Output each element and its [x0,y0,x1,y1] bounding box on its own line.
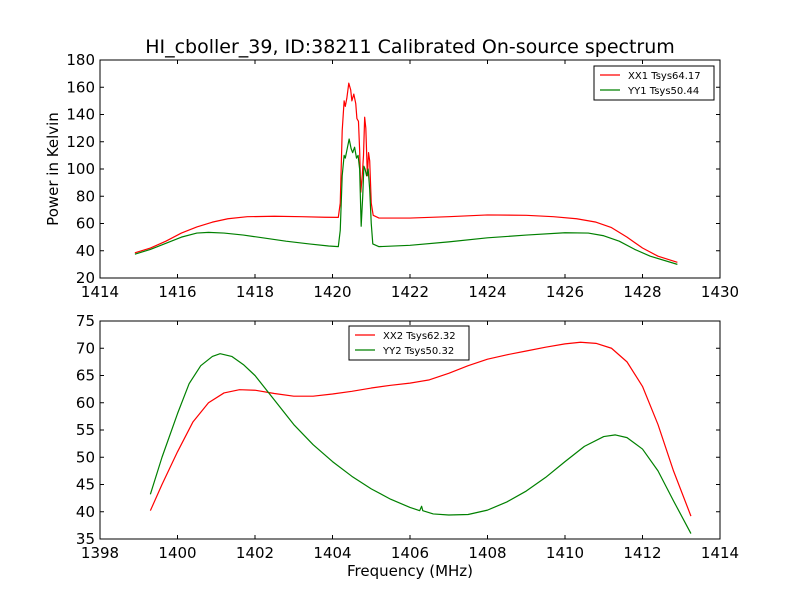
bottom-y-tick-label: 45 [76,476,95,494]
bottom-legend-box [348,325,470,361]
bottom-y-tick-label: 60 [76,394,95,412]
top-plot-x-ticks: 1414 1416 1418 1420 1422 1424 1426 1428 1430 [81,60,739,301]
chart-title: HI_cboller_39, ID:38211 Calibrated On-so… [145,36,675,58]
top-y-tick-label: 160 [66,78,95,96]
top-y-tick-label: 140 [66,106,95,124]
bottom-y-tick-label: 55 [76,421,95,439]
bottom-x-tick-label: 1410 [546,544,584,562]
bottom-y-tick-label: 70 [76,339,95,357]
bottom-x-tick-label: 1400 [158,544,196,562]
top-plot: 1414 1416 1418 1420 1422 1424 1426 1428 1430 20 4… [44,51,739,301]
bottom-x-tick-label: 1408 [468,544,506,562]
top-x-tick-label: 1430 [701,283,739,301]
top-y-tick-label: 60 [76,215,95,233]
bottom-x-tick-label: 1414 [701,544,739,562]
bottom-plot-x-ticks: 1398 1400 1402 1404 1406 1408 1410 1412 1414 [81,321,739,562]
bottom-plot: 1398 1400 1402 1404 1406 1408 1410 1412 1414 35 4… [76,312,739,580]
top-x-tick-label: 1422 [391,283,429,301]
top-plot-y-label: Power in Kelvin [44,112,62,226]
top-series-2-line [134,138,678,265]
bottom-legend-label-2: YY2 Tsys50.32 [382,346,454,357]
top-legend-label-2: YY1 Tsys50.44 [627,86,699,97]
bottom-plot-x-label: Frequency (MHz) [347,562,473,580]
top-legend-box [593,65,715,101]
top-y-tick-label: 180 [66,51,95,69]
top-x-tick-label: 1418 [236,283,274,301]
bottom-legend-label-1: XX2 Tsys62.32 [383,331,456,342]
bottom-y-tick-label: 35 [76,530,95,548]
bottom-x-tick-label: 1412 [623,544,661,562]
top-y-tick-label: 40 [76,242,95,260]
top-y-tick-label: 100 [66,160,95,178]
bottom-x-tick-label: 1404 [313,544,351,562]
top-x-tick-label: 1420 [313,283,351,301]
top-x-tick-label: 1414 [81,283,119,301]
bottom-plot-lines [149,341,692,534]
bottom-series-2-line [149,353,692,534]
top-plot-legend: XX1 Tsys64.17 YY1 Tsys50.44 [593,65,715,101]
top-plot-lines [134,82,678,265]
top-plot-y-ticks: 20 40 60 80 100 120 140 160 180 [66,51,720,287]
top-y-tick-label: 120 [66,133,95,151]
bottom-y-tick-label: 40 [76,503,95,521]
top-y-tick-label: 80 [76,187,95,205]
top-x-tick-label: 1428 [623,283,661,301]
bottom-x-tick-label: 1398 [81,544,119,562]
top-legend-label-1: XX1 Tsys64.17 [628,71,701,82]
top-series-1-line [134,82,678,263]
top-y-tick-label: 20 [76,269,95,287]
bottom-y-tick-label: 65 [76,367,95,385]
bottom-x-tick-label: 1406 [391,544,429,562]
top-x-tick-label: 1416 [158,283,196,301]
bottom-x-tick-label: 1402 [236,544,274,562]
bottom-y-tick-label: 50 [76,448,95,466]
bottom-series-1-line [149,341,692,517]
bottom-plot-legend: XX2 Tsys62.32 YY2 Tsys50.32 [348,325,470,361]
top-x-tick-label: 1426 [546,283,584,301]
top-x-tick-label: 1424 [468,283,506,301]
bottom-plot-y-ticks: 35 40 45 50 55 60 65 70 75 [76,312,720,548]
bottom-y-tick-label: 75 [76,312,95,330]
